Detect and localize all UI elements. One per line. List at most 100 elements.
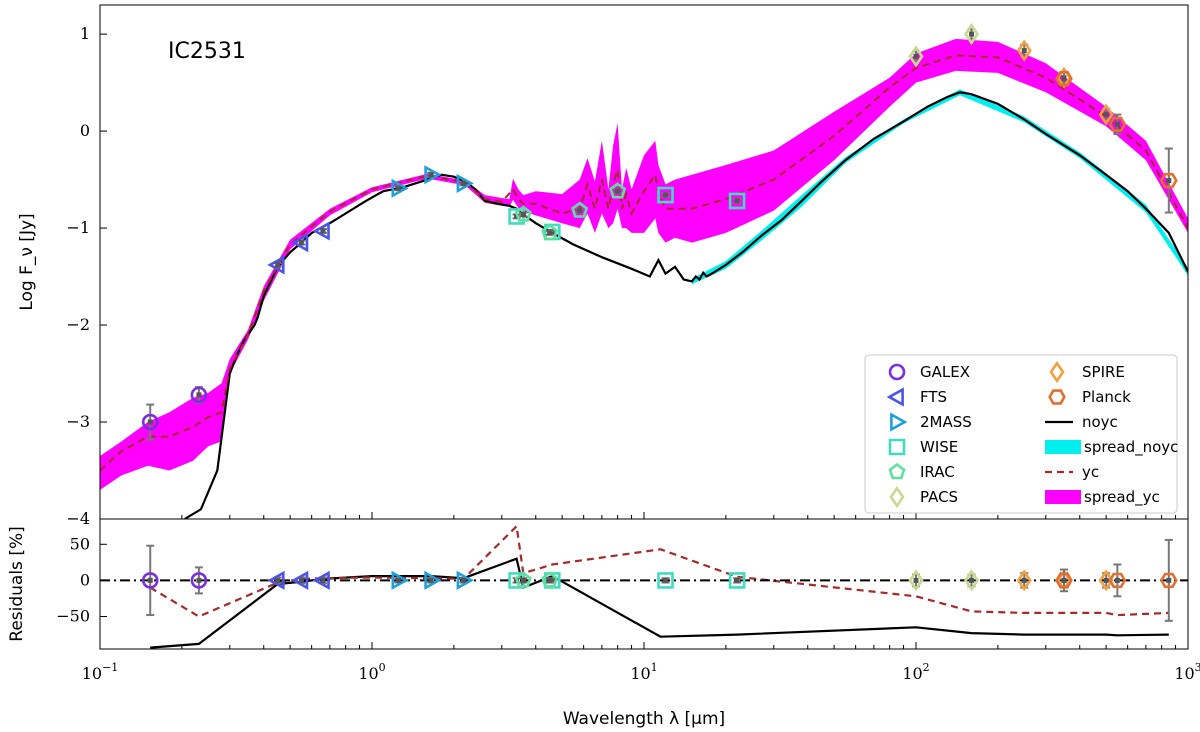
residual-y-tick-label: −50 [56, 607, 90, 626]
main-point-fts-0 [267, 255, 285, 275]
marker-pentagon [514, 205, 532, 222]
legend-entry-irac: IRAC [888, 462, 955, 481]
data-point-center [734, 198, 740, 204]
residual-y-tick-label: 0 [80, 570, 90, 589]
marker-triangle-right [391, 570, 409, 590]
data-point-center [320, 577, 326, 583]
legend-marker-circle [888, 363, 906, 381]
marker-hexagon [1160, 172, 1178, 189]
x-tick-label: 102 [902, 661, 929, 683]
data-point-center [1114, 577, 1120, 583]
main-point-galex-0 [141, 403, 159, 441]
marker-circle [190, 386, 208, 404]
legend-label: yc [1082, 463, 1099, 481]
legend-label: spread_yc [1084, 488, 1160, 507]
residual-line-noyc [150, 557, 1169, 649]
main-point-planck-1 [1108, 113, 1127, 135]
marker-triangle-left [267, 255, 285, 275]
marker-circle [190, 572, 208, 589]
marker-diamond [964, 22, 980, 46]
residual-point-spire-2 [1098, 569, 1114, 592]
legend-label: spread_noyc [1084, 438, 1178, 457]
legend-label: Planck [1082, 388, 1131, 406]
marker-diamond [964, 569, 980, 592]
marker-square [728, 192, 746, 210]
data-point-center [147, 577, 153, 583]
data-point-center [461, 180, 467, 186]
residual-point-planck-2 [1160, 538, 1178, 622]
data-point-center [395, 577, 401, 583]
main-point-2mass-2 [456, 173, 474, 194]
marker-pentagon [609, 182, 627, 199]
residual-point-2mass-0 [391, 570, 409, 590]
marker-square [543, 223, 561, 241]
main-point-pacs-0 [908, 45, 924, 68]
main-y-tick-label: −4 [66, 509, 90, 528]
legend-marker-diamond [889, 486, 905, 509]
marker-hexagon [1160, 572, 1178, 589]
data-point-center [1114, 121, 1120, 127]
residual-point-wise-2 [657, 572, 674, 589]
data-point-center [1103, 577, 1109, 583]
main-y-tick-label: 1 [80, 24, 90, 43]
data-point-center [196, 392, 202, 398]
data-point-center [1103, 112, 1109, 118]
legend-entry-pacs: PACS [889, 486, 958, 509]
residual-point-wise-3 [728, 572, 746, 589]
x-tick-label: 103 [1174, 661, 1200, 683]
residual-y-tick-label: 50 [70, 534, 90, 553]
main-point-planck-2 [1160, 147, 1178, 214]
data-point-center [615, 188, 621, 194]
legend-label: WISE [920, 438, 958, 456]
main-point-wise-3 [728, 192, 746, 210]
marker-diamond [1098, 103, 1114, 126]
main-y-tick-label: 0 [80, 121, 90, 140]
residual-point-planck-0 [1055, 568, 1073, 593]
marker-hexagon [1108, 116, 1127, 132]
residual-point-2mass-1 [424, 570, 442, 590]
marker-diamond [908, 569, 924, 592]
marker-square [728, 572, 746, 589]
main-y-tick-label: −3 [66, 412, 90, 431]
legend-marker-square [888, 438, 906, 456]
main-point-wise-2 [657, 186, 674, 204]
legend-entry-galex: GALEX [888, 363, 970, 381]
marker-triangle-right [424, 570, 442, 590]
residual-point-2mass-2 [456, 570, 474, 590]
marker-hexagon [1055, 572, 1073, 589]
data-point-center [147, 419, 153, 425]
marker-triangle-left [291, 570, 309, 590]
main-y-axis-label: Log F_ν [Jy] [17, 213, 37, 310]
marker-hexagon [1055, 71, 1073, 87]
data-point-center [298, 240, 304, 246]
residual-point-pacs-1 [964, 569, 980, 592]
marker-square [657, 572, 674, 589]
marker-hexagon [1108, 572, 1127, 589]
main-point-fts-2 [312, 221, 330, 241]
marker-triangle-left [267, 570, 285, 590]
marker-square [657, 186, 674, 204]
data-point-center [577, 208, 583, 214]
marker-triangle-left [291, 233, 309, 253]
legend-entry-wise: WISE [888, 438, 958, 456]
marker-diamond [1016, 39, 1032, 62]
residual-panel-plot-area [100, 523, 1188, 649]
data-point-center [1166, 178, 1172, 184]
data-point-center [1166, 577, 1172, 583]
main-point-2mass-0 [391, 178, 409, 198]
residual-point-galex-0 [141, 544, 159, 617]
data-point-center [196, 577, 202, 583]
line-yc [100, 54, 1188, 472]
marker-triangle-right [424, 165, 442, 185]
legend-label: SPIRE [1082, 363, 1125, 381]
data-point-center [298, 577, 304, 583]
legend: GALEX SPIRE FTS Planck 2MASS noyc WISE spread_n… [864, 354, 1178, 514]
main-point-spire-2 [1098, 103, 1114, 126]
data-point-center [663, 192, 669, 198]
main-point-pacs-1 [964, 22, 980, 46]
data-point-center [1061, 577, 1067, 583]
main-point-2mass-1 [424, 165, 442, 185]
legend-marker-diamond [1049, 361, 1065, 384]
residual-point-planck-1 [1108, 563, 1127, 598]
